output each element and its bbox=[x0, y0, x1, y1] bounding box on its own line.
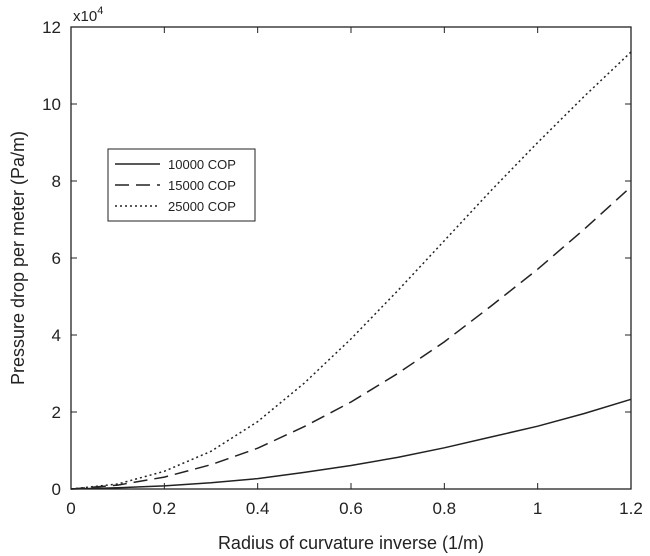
y-axis-multiplier: x104 bbox=[73, 5, 103, 25]
series-line bbox=[70, 51, 632, 490]
series-lines bbox=[70, 51, 632, 490]
legend-label: 10000 COP bbox=[168, 157, 236, 172]
y-tick-label: 10 bbox=[42, 95, 61, 114]
legend-box bbox=[107, 148, 256, 222]
axis-ticks: 0 0.2 0.4 0.6 0.8 1 1.2 0 2 4 6 8 10 12 bbox=[42, 18, 643, 518]
x-tick-label: 0.6 bbox=[339, 499, 363, 518]
x-axis-title: Radius of curvature inverse (1/m) bbox=[218, 533, 484, 553]
x-tick-label: 0.8 bbox=[433, 499, 457, 518]
legend-label: 25000 COP bbox=[168, 199, 236, 214]
x-tick-label: 0.2 bbox=[153, 499, 177, 518]
y-tick-label: 4 bbox=[52, 326, 61, 345]
legend: 10000 COP 15000 COP 25000 COP bbox=[107, 148, 256, 222]
y-tick-label: 12 bbox=[42, 18, 61, 37]
x-tick-label: 1 bbox=[533, 499, 542, 518]
y-tick-label: 2 bbox=[52, 403, 61, 422]
y-tick-label: 8 bbox=[52, 172, 61, 191]
y-axis-title: Pressure drop per meter (Pa/m) bbox=[8, 131, 28, 385]
y-multiplier-exponent: 4 bbox=[97, 5, 103, 17]
x-tick-label: 1.2 bbox=[619, 499, 643, 518]
x-tick-label: 0.4 bbox=[246, 499, 270, 518]
y-multiplier-base: x10 bbox=[73, 8, 97, 25]
series-line bbox=[70, 398, 632, 490]
legend-label: 15000 COP bbox=[168, 178, 236, 193]
x-tick-label: 0 bbox=[66, 499, 75, 518]
y-tick-label: 6 bbox=[52, 249, 61, 268]
series-line bbox=[70, 186, 632, 490]
y-tick-label: 0 bbox=[52, 480, 61, 499]
